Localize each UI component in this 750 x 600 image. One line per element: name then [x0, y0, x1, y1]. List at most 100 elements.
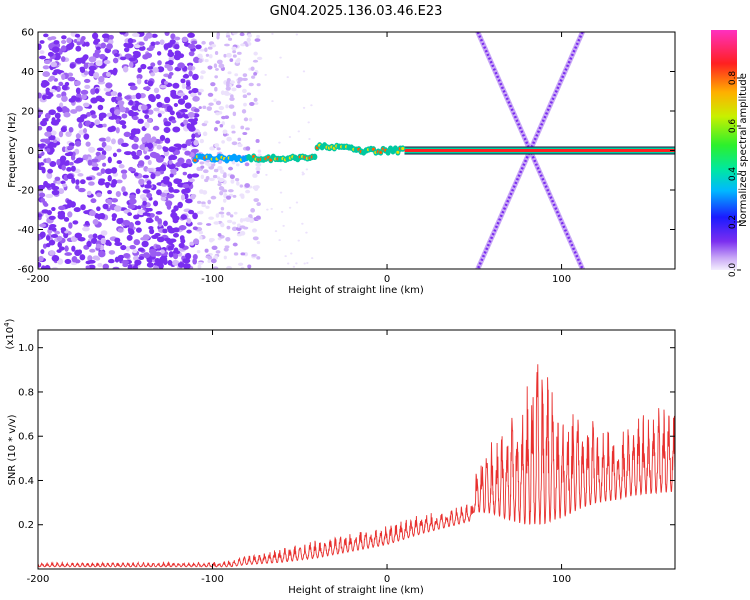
noise-blob — [64, 258, 72, 265]
noise-blob — [120, 169, 128, 174]
noise-blob — [119, 32, 126, 35]
noise-blob — [237, 77, 244, 82]
noise-blob — [53, 40, 60, 45]
noise-blob — [43, 59, 51, 65]
noise-blob — [167, 59, 174, 66]
noise-blob — [146, 180, 152, 185]
noise-blob — [100, 42, 107, 49]
noise-blob — [151, 136, 157, 143]
noise-blob — [92, 218, 99, 225]
noise-blob — [103, 60, 111, 65]
noise-blob — [172, 215, 180, 222]
noise-blob — [154, 41, 161, 45]
noise-blob — [47, 168, 54, 174]
noise-blob — [114, 205, 122, 212]
noise-blob — [233, 252, 239, 256]
noise-blob — [207, 46, 213, 50]
noise-blob — [136, 150, 143, 157]
noise-blob — [176, 112, 182, 119]
noise-blob — [39, 192, 46, 198]
noise-blob — [152, 125, 160, 131]
noise-blob — [134, 262, 139, 267]
noise-blob — [51, 255, 60, 262]
noise-blob — [67, 145, 74, 150]
noise-blob — [88, 234, 94, 239]
noise-blob — [288, 206, 292, 209]
colorbar-tick-label: 0.0 — [728, 263, 738, 278]
noise-blob — [106, 43, 113, 50]
noise-blob — [248, 82, 254, 87]
noise-blob — [129, 85, 138, 91]
noise-blob — [78, 122, 83, 129]
noise-blob — [305, 168, 309, 171]
noise-blob — [116, 217, 123, 225]
noise-blob — [203, 120, 209, 124]
noise-blob — [199, 138, 205, 144]
noise-blob — [48, 226, 53, 231]
noise-blob — [191, 148, 199, 154]
noise-blob — [228, 189, 234, 193]
noise-blob — [253, 51, 258, 56]
noise-blob — [102, 203, 109, 210]
noise-blob — [100, 237, 107, 245]
noise-blob — [40, 138, 48, 143]
colorbar-tick-label: 0.2 — [728, 215, 738, 229]
noise-blob — [237, 262, 244, 266]
y-tick-label: 0.4 — [18, 476, 34, 487]
noise-blob — [212, 174, 218, 179]
noise-blob — [129, 194, 136, 200]
noise-blob — [107, 200, 113, 206]
spectrogram-ylabel: Frequency (Hz) — [7, 112, 18, 188]
noise-blob — [80, 89, 89, 95]
noise-blob — [93, 71, 100, 79]
noise-blob — [177, 92, 186, 97]
noise-blob — [56, 106, 62, 111]
noise-blob — [208, 216, 215, 220]
noise-blob — [128, 57, 137, 62]
noise-blob — [136, 74, 143, 80]
noise-blob — [156, 51, 162, 56]
noise-blob — [112, 266, 120, 269]
noise-blob — [97, 104, 104, 111]
noise-blob — [133, 136, 139, 143]
noise-blob — [105, 71, 111, 78]
noise-blob — [121, 124, 127, 129]
noise-blob — [254, 38, 261, 42]
noise-blob — [243, 102, 247, 107]
noise-blob — [107, 190, 112, 195]
y-tick-label: 1.0 — [18, 343, 34, 354]
noise-blob — [256, 56, 263, 60]
noise-blob — [60, 180, 66, 185]
noise-blob — [91, 166, 100, 171]
noise-blob — [58, 130, 64, 138]
noise-blob — [202, 131, 208, 137]
noise-blob — [163, 43, 170, 50]
noise-blob — [198, 88, 204, 93]
noise-blob — [232, 32, 238, 35]
noise-blob — [52, 71, 58, 76]
noise-blob — [165, 200, 173, 207]
noise-blob — [142, 174, 150, 179]
noise-blob — [227, 37, 233, 41]
noise-blob — [131, 143, 139, 150]
noise-blob — [248, 214, 253, 219]
noise-blob — [187, 139, 192, 146]
noise-blob — [144, 155, 151, 160]
noise-blob — [75, 184, 80, 190]
noise-blob — [173, 102, 179, 107]
noise-blob — [112, 57, 119, 64]
noise-blob — [215, 250, 221, 254]
noise-blob — [155, 93, 161, 100]
colorbar-label: Normalized spectral amplitude — [738, 73, 749, 227]
noise-blob — [144, 146, 149, 152]
noise-blob — [142, 200, 147, 206]
noise-blob — [257, 149, 262, 153]
noise-blob — [256, 170, 260, 174]
noise-blob — [253, 72, 258, 76]
noise-blob — [48, 109, 56, 116]
noise-blob — [162, 258, 168, 265]
noise-blob — [79, 67, 86, 74]
noise-blob — [193, 238, 200, 245]
noise-blob — [256, 83, 261, 87]
noise-blob — [193, 117, 198, 122]
